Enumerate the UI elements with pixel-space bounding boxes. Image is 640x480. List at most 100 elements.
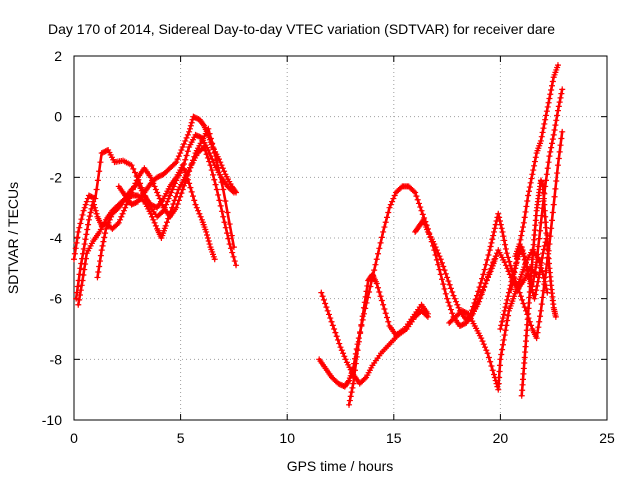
data-point [521, 359, 528, 366]
data-point [329, 322, 336, 329]
data-point [535, 274, 542, 281]
data-point [554, 112, 561, 119]
data-point [122, 204, 129, 211]
data-point [353, 353, 360, 360]
data-point [424, 310, 431, 317]
data-point [544, 231, 551, 238]
data-point [93, 210, 100, 217]
data-point [94, 177, 101, 184]
data-point [488, 239, 495, 246]
data-point [433, 256, 440, 263]
data-point [381, 224, 388, 231]
data-point [377, 239, 384, 246]
data-point [324, 307, 331, 314]
data-point [517, 236, 524, 243]
data-point [183, 134, 190, 141]
data-point [418, 207, 425, 214]
data-point [415, 200, 422, 207]
data-point [500, 336, 507, 343]
data-point [230, 244, 237, 251]
data-point [541, 120, 548, 127]
data-point [546, 153, 553, 160]
data-point [346, 401, 353, 408]
data-point [147, 174, 154, 181]
data-point [446, 302, 453, 309]
data-point [442, 270, 449, 277]
data-point [497, 326, 504, 332]
data-point [83, 198, 90, 205]
data-point [528, 175, 535, 182]
data-point [188, 119, 195, 126]
data-point [108, 213, 115, 220]
data-point [509, 275, 516, 282]
data-point [542, 239, 549, 246]
data-point [152, 222, 159, 229]
data-point [499, 341, 506, 348]
data-point [371, 267, 378, 274]
data-point [188, 188, 195, 195]
data-point [76, 224, 83, 231]
data-point [480, 271, 487, 278]
data-point [488, 363, 495, 370]
satellite-track-4 [94, 162, 218, 281]
data-point [72, 245, 79, 252]
data-point [494, 383, 501, 390]
data-point [205, 238, 212, 245]
data-point [502, 241, 509, 248]
data-point [455, 304, 462, 311]
data-point [540, 250, 547, 257]
data-point [233, 262, 240, 269]
data-point [183, 173, 190, 180]
data-point [519, 296, 526, 303]
data-point [182, 137, 189, 144]
data-point [487, 243, 494, 250]
data-point [149, 213, 156, 220]
data-point [503, 250, 510, 257]
series-line [96, 163, 216, 279]
data-point [391, 192, 398, 199]
data-point [538, 259, 545, 266]
data-point [195, 207, 202, 214]
data-point [85, 221, 92, 228]
data-point [373, 280, 380, 287]
data-point [536, 318, 543, 325]
data-point [510, 271, 517, 278]
data-point [359, 313, 366, 320]
data-point [166, 192, 173, 199]
data-point [361, 375, 368, 382]
data-point [171, 197, 178, 204]
data-point [528, 322, 535, 329]
data-point [213, 186, 220, 193]
data-point [345, 378, 352, 385]
satellite-track-8 [346, 271, 431, 408]
data-point [547, 148, 554, 155]
data-point [340, 350, 347, 357]
data-point [538, 301, 545, 308]
data-point [505, 268, 512, 275]
data-point [362, 293, 369, 300]
data-point [527, 179, 534, 186]
data-point [78, 260, 85, 267]
data-point [487, 265, 494, 272]
data-point [226, 241, 233, 248]
data-point [497, 221, 504, 228]
data-point [449, 288, 456, 295]
data-point [202, 147, 209, 154]
data-point [543, 177, 550, 184]
data-point [445, 299, 452, 306]
data-point [496, 374, 503, 381]
data-point [203, 151, 210, 158]
data-point [81, 241, 88, 248]
data-point [518, 392, 525, 399]
data-point [524, 197, 531, 204]
data-point [478, 335, 485, 342]
data-point [338, 347, 345, 354]
data-point [520, 250, 527, 257]
data-point [431, 241, 438, 248]
data-point [492, 253, 499, 260]
data-point [355, 338, 362, 345]
data-point [380, 301, 387, 308]
data-point [381, 305, 388, 312]
data-point [546, 95, 553, 102]
data-point [215, 164, 222, 171]
